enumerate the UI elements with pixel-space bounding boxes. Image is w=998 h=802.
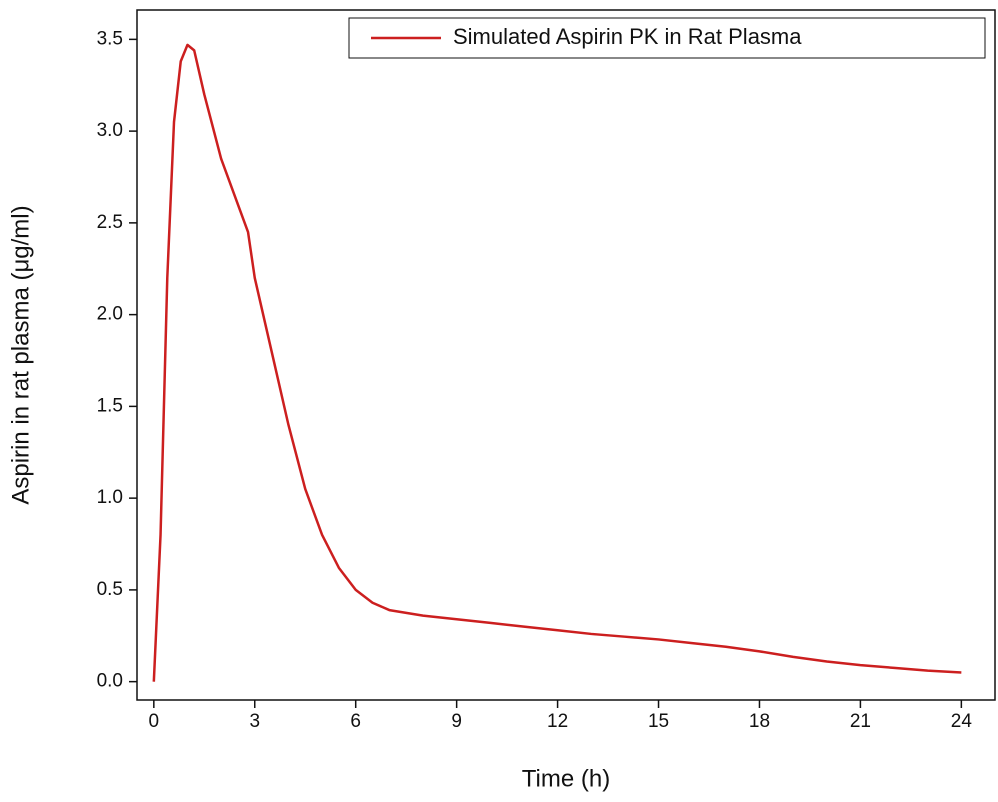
y-axis-title: Aspirin in rat plasma (μg/ml)	[7, 205, 34, 504]
legend-label: Simulated Aspirin PK in Rat Plasma	[453, 24, 802, 49]
x-tick-label: 6	[350, 711, 361, 732]
y-tick-label: 2.5	[97, 212, 123, 233]
y-tick-label: 0.0	[97, 671, 123, 692]
data-line	[152, 43, 962, 682]
x-tick-label: 18	[749, 711, 770, 732]
x-tick-label: 21	[850, 711, 871, 732]
y-tick-label: 3.0	[97, 120, 123, 141]
y-tick-label: 3.5	[97, 28, 123, 49]
x-tick-label: 0	[149, 711, 160, 732]
x-tick-label: 24	[951, 711, 973, 732]
x-tick-label: 3	[249, 711, 260, 732]
y-tick-label: 1.5	[97, 395, 123, 416]
legend-box	[348, 17, 986, 59]
x-tick-label: 12	[547, 711, 568, 732]
y-tick-label: 1.0	[97, 487, 123, 508]
x-axis-title: Time (h)	[522, 765, 610, 792]
y-tick-label: 0.5	[97, 579, 123, 600]
y-tick-label: 2.0	[97, 304, 123, 325]
x-tick-label: 9	[451, 711, 462, 732]
plot-frame	[136, 9, 996, 701]
x-tick-label: 15	[648, 711, 669, 732]
